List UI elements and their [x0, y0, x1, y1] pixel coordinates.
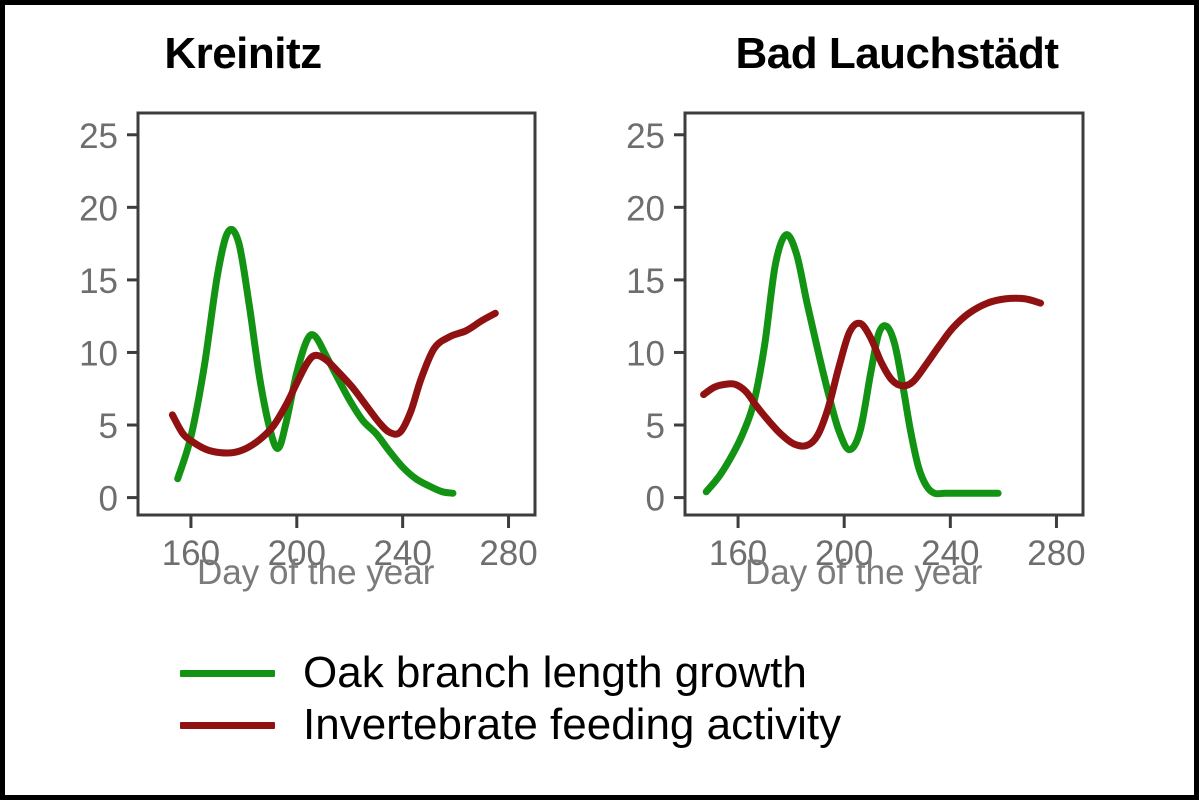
x-tick-label: 280 [479, 534, 537, 573]
plot-frame [683, 111, 1085, 517]
line-swatch-darkred-icon [180, 721, 275, 729]
x-axis-label-right: Day of the year [745, 553, 983, 592]
x-tick-label: 160 [162, 534, 220, 573]
chart-panel-kreinitz: Kreinitz 0 5 10 15 20 25 160 200 240 280 Day of t… [5, 5, 605, 625]
y-tick-label: 10 [626, 334, 665, 373]
y-tick-label: 15 [626, 262, 665, 301]
plot-area-kreinitz: 0 5 10 15 20 25 160 200 240 280 [79, 111, 538, 573]
y-tick-label: 25 [79, 117, 118, 156]
legend-label-feeding: Invertebrate feeding activity [303, 700, 842, 749]
series-line-growth [174, 226, 457, 497]
x-tick-label: 240 [373, 534, 431, 573]
plot-frame [136, 111, 537, 517]
panel-title-right: Bad Lauchstädt [735, 29, 1059, 78]
y-tick-label: 0 [646, 480, 665, 519]
panel-title-left: Kreinitz [164, 29, 322, 78]
x-tick-label: 280 [1027, 534, 1085, 573]
x-axis-label-left: Day of the year [197, 553, 435, 592]
x-tick-label: 200 [268, 534, 326, 573]
chart-legend: Oak branch length growth Invertebrate fe… [180, 647, 1080, 751]
y-tick-label: 25 [626, 117, 665, 156]
y-tick-label: 0 [99, 480, 118, 519]
y-tick-label: 5 [646, 407, 665, 446]
legend-item-growth: Oak branch length growth [180, 647, 1080, 699]
y-tick-label: 10 [79, 334, 118, 373]
x-tick-label: 240 [921, 534, 979, 573]
y-tick-label: 20 [626, 189, 665, 228]
series-line-feeding [168, 309, 499, 457]
y-tick-label: 15 [79, 262, 118, 301]
plot-area-bad-lauchstaedt: 0 5 10 15 20 25 160 200 240 280 [626, 111, 1086, 573]
y-tick-label: 5 [99, 407, 118, 446]
y-tick-label: 20 [79, 189, 118, 228]
legend-label-growth: Oak branch length growth [303, 648, 807, 697]
series-line-feeding [700, 294, 1045, 450]
line-swatch-green-icon [180, 669, 275, 677]
series-line-growth [702, 231, 1002, 498]
chart-panel-bad-lauchstaedt: Bad Lauchstädt 0 5 10 15 20 25 160 200 240 280 Da… [580, 5, 1194, 625]
x-tick-label: 200 [815, 534, 873, 573]
legend-item-feeding: Invertebrate feeding activity [180, 699, 1080, 751]
x-tick-label: 160 [709, 534, 767, 573]
